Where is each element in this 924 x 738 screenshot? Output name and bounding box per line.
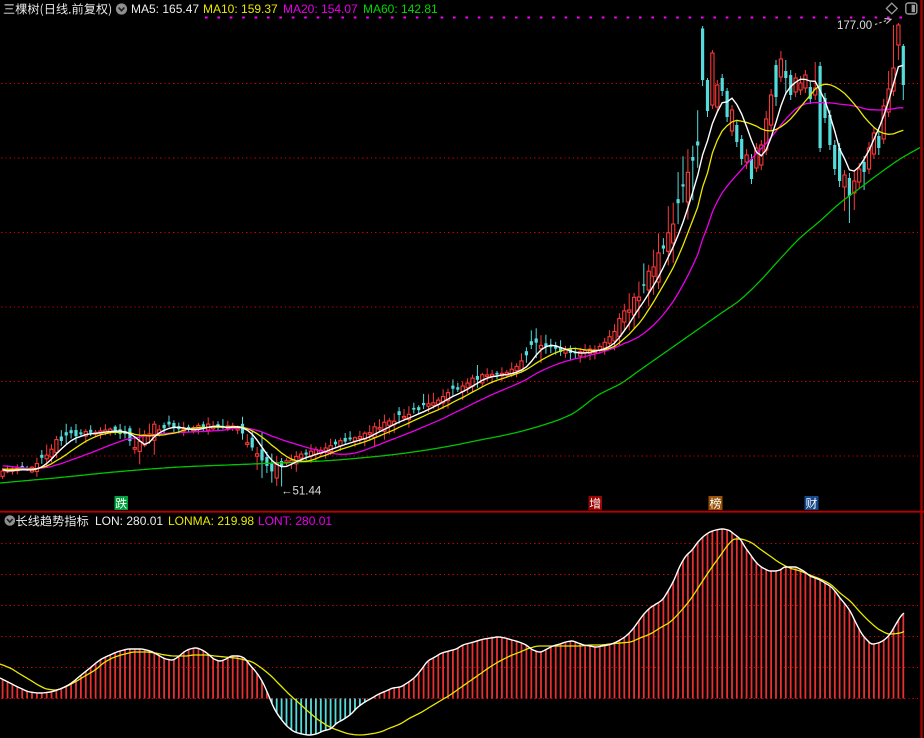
svg-text:LONT: 280.01: LONT: 280.01 [258,514,332,528]
svg-text:MA60: 142.81: MA60: 142.81 [363,2,438,16]
svg-text:MA20: 154.07: MA20: 154.07 [283,2,358,16]
svg-text:MA5: 165.47: MA5: 165.47 [131,2,199,16]
svg-text:177.00: 177.00 [837,20,872,32]
svg-text:←51.44: ←51.44 [281,486,322,498]
svg-text:LONMA: 219.98: LONMA: 219.98 [168,514,254,528]
svg-text:MA10: 159.37: MA10: 159.37 [203,2,278,16]
svg-text:LON: 280.01: LON: 280.01 [95,514,163,528]
